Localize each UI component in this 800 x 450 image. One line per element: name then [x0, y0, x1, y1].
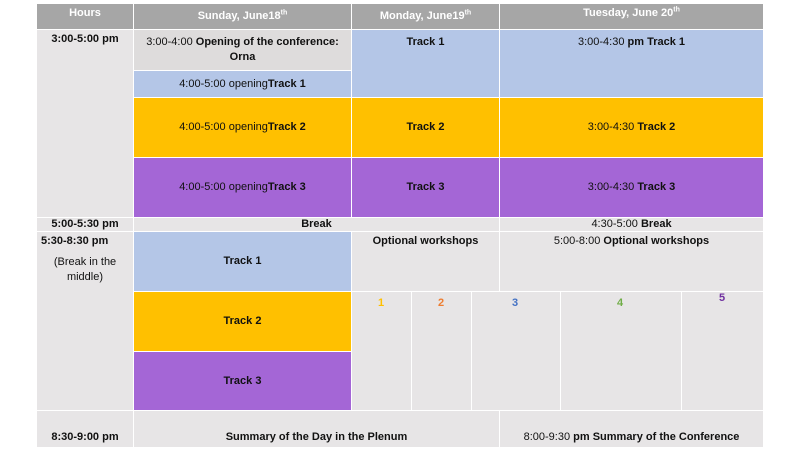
workshop-divider: [471, 292, 472, 410]
hours-slot-3-time: 5:30-8:30 pm: [41, 235, 109, 247]
sunday-track-3: 4:00-5:00 openingTrack 3: [134, 158, 351, 217]
workshop-number-2: 2: [438, 297, 445, 309]
sunday-header: Sunday, June18th: [134, 4, 351, 29]
tuesday-summary: 8:00-9:30 pm Summary of the Conference: [500, 411, 763, 447]
sunday-evening-track-3: Track 3: [134, 352, 351, 410]
workshop-grid: [352, 292, 763, 410]
tuesday-track-2: 3:00-4:30 Track 2: [500, 98, 763, 157]
hours-slot-1: 3:00-5:00 pm: [37, 30, 133, 217]
monday-track-2: Track 2: [352, 98, 499, 157]
hours-slot-2: 5:00-5:30 pm: [37, 218, 133, 231]
hours-header: Hours: [37, 4, 133, 29]
sunday-opening-title: Opening of the conference: Orna: [195, 36, 339, 63]
workshop-divider: [411, 292, 412, 410]
workshop-number-3: 3: [512, 297, 519, 309]
hours-slot-3: 5:30-8:30 pm (Break in the middle): [37, 232, 133, 410]
sunday-evening-track-2: Track 2: [134, 292, 351, 351]
monday-workshops: Optional workshops: [352, 232, 499, 291]
summary-of-the-day: Summary of the Day in the Plenum: [134, 411, 499, 447]
workshop-divider: [681, 292, 682, 410]
workshop-number-5: 5: [719, 292, 726, 304]
monday-track-1: Track 1: [352, 30, 499, 97]
sunday-evening-track-1: Track 1: [134, 232, 351, 291]
sunday-opening-time: 3:00-4:00: [146, 36, 196, 49]
workshop-number-4: 4: [617, 297, 624, 309]
monday-track-3: Track 3: [352, 158, 499, 217]
break-sun-mon: Break: [134, 218, 499, 231]
tuesday-track-3: 3:00-4:30 Track 3: [500, 158, 763, 217]
sunday-opening: 3:00-4:00 Opening of the conference: Orn…: [134, 30, 351, 70]
workshop-number-1: 1: [378, 297, 385, 309]
tuesday-workshops: 5:00-8:00 Optional workshops: [500, 232, 763, 291]
sunday-track-2: 4:00-5:00 openingTrack 2: [134, 98, 351, 157]
workshop-divider: [560, 292, 561, 410]
tuesday-header: Tuesday, June 20th: [500, 4, 763, 29]
hours-slot-4: 8:30-9:00 pm: [37, 411, 133, 447]
sunday-track-1: 4:00-5:00 openingTrack 1: [134, 71, 351, 97]
hours-slot-3-note: (Break in the middle): [53, 255, 117, 283]
monday-header: Monday, June19th: [352, 4, 499, 29]
tuesday-track-1: 3:00-4:30 pm Track 1: [500, 30, 763, 97]
tuesday-break: 4:30-5:00 Break: [500, 218, 763, 231]
